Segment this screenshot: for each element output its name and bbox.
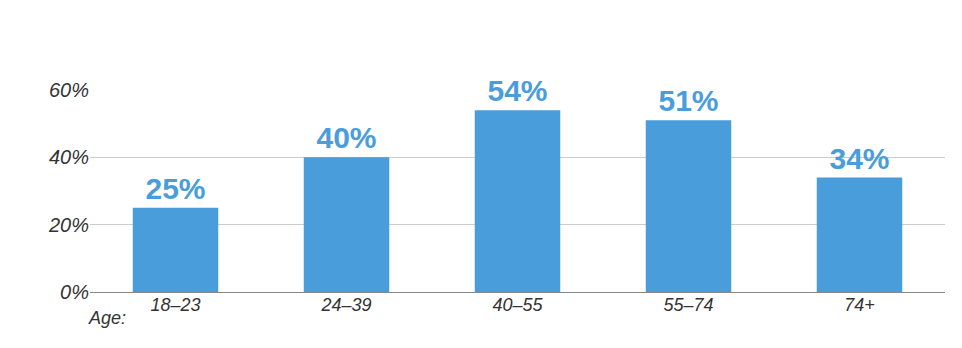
svg-text:Age:: Age: bbox=[88, 308, 126, 328]
svg-text:60%: 60% bbox=[49, 79, 89, 101]
svg-text:34%: 34% bbox=[829, 142, 889, 175]
svg-text:18–23: 18–23 bbox=[150, 295, 200, 315]
svg-text:40–55: 40–55 bbox=[492, 295, 543, 315]
svg-text:74+: 74+ bbox=[844, 295, 875, 315]
svg-text:20%: 20% bbox=[48, 214, 89, 236]
svg-text:0%: 0% bbox=[60, 281, 89, 303]
svg-text:55–74: 55–74 bbox=[663, 295, 713, 315]
svg-text:40%: 40% bbox=[316, 121, 376, 154]
svg-text:51%: 51% bbox=[658, 84, 718, 117]
svg-text:24–39: 24–39 bbox=[320, 295, 371, 315]
svg-text:54%: 54% bbox=[487, 74, 547, 107]
svg-text:25%: 25% bbox=[145, 172, 205, 205]
svg-text:40%: 40% bbox=[49, 146, 89, 168]
